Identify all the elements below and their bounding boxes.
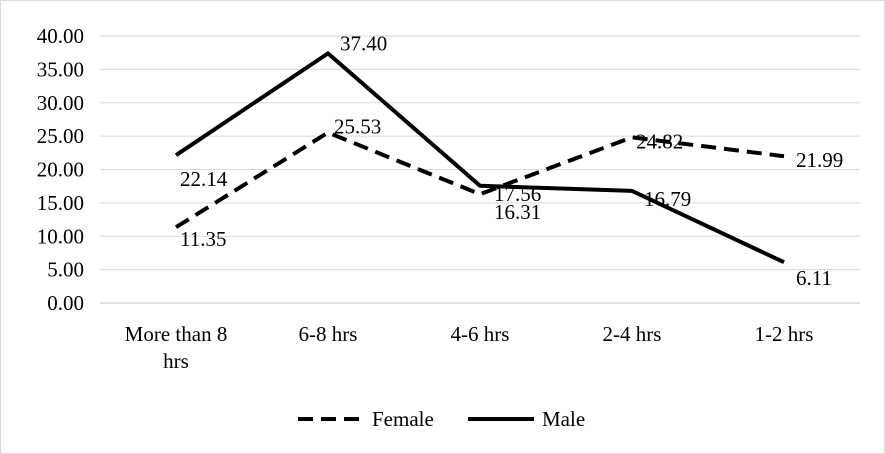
legend: Female Male [298,407,585,431]
gridlines [100,35,860,304]
series-line-female [174,130,785,229]
y-axis-tick-labels: 0.00 5.00 10.00 15.00 20.00 25.00 30.00 35.00 40… [37,24,84,315]
x-tick-label: 6-8 hrs [299,322,358,346]
series-line-male [174,51,785,265]
data-label-male: 37.40 [340,31,387,55]
legend-label-male: Male [542,407,585,431]
y-tick-label: 10.00 [37,224,84,248]
data-label-female: 21.99 [796,148,843,172]
x-tick-label: 4-6 hrs [451,322,510,346]
x-tick-label: 1-2 hrs [755,322,814,346]
legend-label-female: Female [372,407,434,431]
x-axis-tick-labels: More than 8 hrs 6-8 hrs 4-6 hrs 2-4 hrs 1-2 h… [125,322,814,373]
y-tick-label: 5.00 [47,258,84,282]
y-tick-label: 30.00 [37,91,84,115]
data-label-male: 17.56 [494,182,541,206]
data-label-male: 22.14 [180,167,228,191]
x-tick-label: More than 8 hrs [125,322,228,373]
data-label-male: 6.11 [796,266,832,290]
y-tick-label: 25.00 [37,124,84,148]
data-label-male: 16.79 [644,187,691,211]
y-tick-label: 35.00 [37,57,84,81]
y-tick-label: 0.00 [47,291,84,315]
data-label-female: 11.35 [180,227,226,251]
x-tick-label: 2-4 hrs [603,322,662,346]
series-lines [174,51,785,265]
data-labels: 11.35 25.53 16.31 24.82 21.99 22.14 37.40 17.56… [180,31,843,290]
y-tick-label: 20.00 [37,158,84,182]
y-tick-label: 15.00 [37,191,84,215]
y-tick-label: 40.00 [37,24,84,48]
data-label-female: 24.82 [636,129,683,153]
data-label-female: 16.31 [494,200,541,224]
data-label-female: 25.53 [334,115,381,139]
